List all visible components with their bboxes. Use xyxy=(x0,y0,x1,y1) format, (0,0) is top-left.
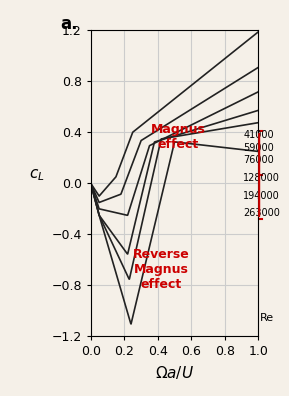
X-axis label: $\Omega a/U$: $\Omega a/U$ xyxy=(155,364,193,381)
Text: 59000: 59000 xyxy=(242,143,273,152)
Text: Re: Re xyxy=(259,313,273,323)
Text: Reverse
Magnus
effect: Reverse Magnus effect xyxy=(132,248,189,291)
Text: 128000: 128000 xyxy=(242,173,279,183)
Text: 194000: 194000 xyxy=(242,191,279,201)
Text: a.: a. xyxy=(60,15,78,33)
Text: Magnus
effect: Magnus effect xyxy=(150,124,205,151)
Y-axis label: $c_L$: $c_L$ xyxy=(29,168,45,183)
Text: 263000: 263000 xyxy=(242,208,279,218)
Text: 41000: 41000 xyxy=(242,130,273,140)
Text: 76000: 76000 xyxy=(242,155,273,166)
